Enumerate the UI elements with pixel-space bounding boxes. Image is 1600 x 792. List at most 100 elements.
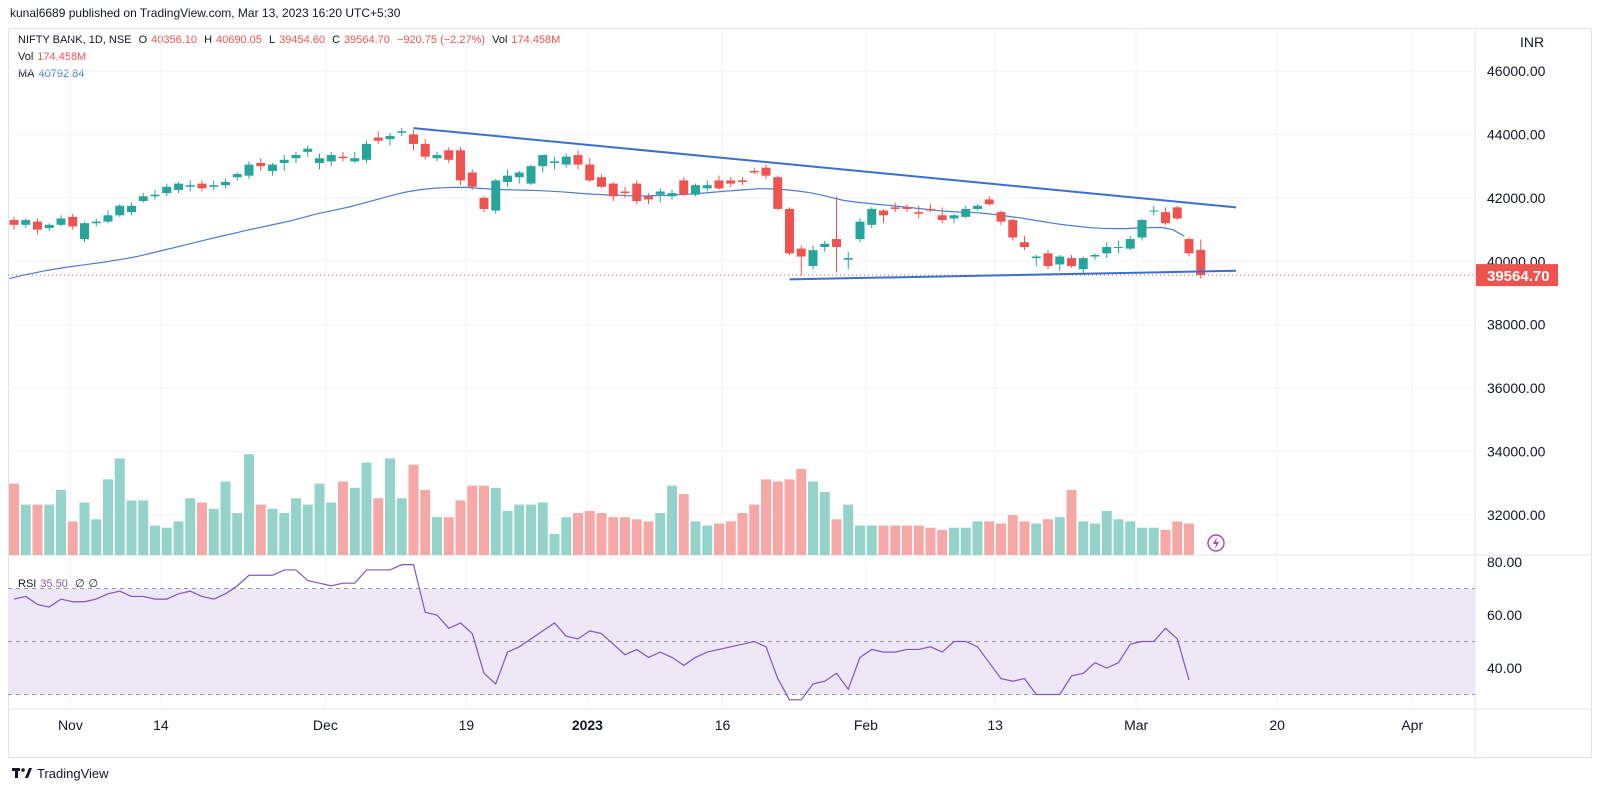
candle-body <box>456 150 465 181</box>
volume-bar <box>690 521 701 555</box>
rsi-legend[interactable]: RSI 35.50 ∅ ∅ <box>18 577 102 590</box>
candle-body <box>620 191 630 194</box>
candle-body <box>1149 210 1159 212</box>
volume-bar <box>1007 515 1018 555</box>
candle-body <box>256 162 266 167</box>
last-price-badge-text: 39564.70 <box>1487 268 1550 285</box>
volume-bar <box>714 523 724 555</box>
volume-legend-value: 174.458M <box>37 51 87 63</box>
candle-body <box>362 143 371 160</box>
volume-bar <box>385 458 395 555</box>
candle-body <box>467 172 477 187</box>
volume-bar <box>302 504 313 555</box>
volume-legend[interactable]: Vol 174.458M <box>18 51 90 63</box>
volume-bar <box>255 504 266 555</box>
volume-bar <box>185 498 196 555</box>
moving-average-line <box>9 186 1185 280</box>
candle-body <box>785 208 794 254</box>
volume-bar <box>161 527 172 555</box>
volume-bar <box>761 479 771 555</box>
volume-bar <box>972 521 983 555</box>
ohlc-close: 39564.70 <box>344 34 390 46</box>
candle-body <box>879 210 888 216</box>
volume-bar <box>420 489 431 555</box>
volume-bar <box>913 525 924 555</box>
candle-body <box>9 220 19 225</box>
candle-body <box>1067 258 1076 267</box>
ohlc-c-label: C <box>332 34 341 46</box>
ohlc-o-label: O <box>138 34 148 46</box>
volume-bar <box>655 513 666 555</box>
volume-bar <box>584 510 595 555</box>
candle-body <box>1184 239 1194 254</box>
candle-body <box>409 134 418 144</box>
price-tick-label: 46000.00 <box>1487 63 1546 79</box>
candle-body <box>1114 247 1123 249</box>
volume-bar <box>937 529 948 555</box>
volume-bar <box>67 521 78 555</box>
volume-bar <box>32 504 43 555</box>
candle-body <box>21 220 31 225</box>
candle-body <box>973 205 982 209</box>
candle-body <box>268 164 277 171</box>
volume-bar <box>138 500 149 555</box>
ohlc-l-label: L <box>268 34 276 46</box>
volume-bar <box>996 523 1006 555</box>
candle-body <box>538 155 548 167</box>
volume-bar <box>244 454 254 555</box>
candle-body <box>608 183 618 197</box>
candle-body <box>221 182 230 186</box>
volume-bar <box>608 517 619 555</box>
candle-body <box>1161 212 1170 224</box>
volume-bar <box>631 519 642 555</box>
volume-bar <box>1078 521 1089 555</box>
volume-bar <box>537 502 548 555</box>
candle-body <box>138 196 148 202</box>
candle-body <box>702 185 712 189</box>
candle-body <box>726 180 736 184</box>
candle-body <box>1020 242 1029 248</box>
volume-bar <box>784 479 795 555</box>
time-tick-label: Nov <box>58 717 83 733</box>
volume-bar <box>960 527 971 555</box>
candle-body <box>279 159 289 163</box>
volume-bar <box>455 500 466 555</box>
volume-bar <box>819 492 830 555</box>
time-tick-label: 14 <box>153 717 169 733</box>
candle-body <box>385 136 395 140</box>
volume-bar <box>197 502 207 555</box>
volume-bar <box>44 504 55 555</box>
volume-bar <box>361 462 372 555</box>
candle-body <box>56 218 66 225</box>
volume-bar <box>1125 521 1136 555</box>
candle-body <box>397 131 407 133</box>
candle-body <box>1055 256 1065 265</box>
publisher-line: kunal6689 published on TradingView.com, … <box>10 6 401 20</box>
volume-bar <box>772 481 783 555</box>
volume-bar <box>1113 519 1124 555</box>
candle-body <box>926 208 935 211</box>
candle-body <box>514 172 524 178</box>
tradingview-logo[interactable]: TradingView <box>12 766 109 781</box>
candle-body <box>820 243 830 248</box>
candle-body <box>597 177 606 187</box>
volume-bar <box>408 464 419 555</box>
candle-body <box>103 215 113 222</box>
tradingview-logo-icon <box>12 767 32 778</box>
volume-bar <box>808 481 818 555</box>
currency-label: INR <box>1520 34 1545 50</box>
candle-body <box>749 170 759 173</box>
volume-bar <box>702 525 713 555</box>
volume-bar <box>91 519 102 555</box>
volume-bar <box>1066 489 1077 555</box>
legend-vol-label: Vol <box>492 34 508 46</box>
volume-bar <box>737 513 748 555</box>
volume-bar <box>749 504 760 555</box>
volume-bar <box>314 483 325 555</box>
candle-body <box>1172 207 1182 219</box>
candle-body <box>244 164 254 176</box>
candle-body <box>526 166 536 184</box>
price-tick-label: 36000.00 <box>1487 380 1546 396</box>
candle-body <box>996 212 1006 222</box>
